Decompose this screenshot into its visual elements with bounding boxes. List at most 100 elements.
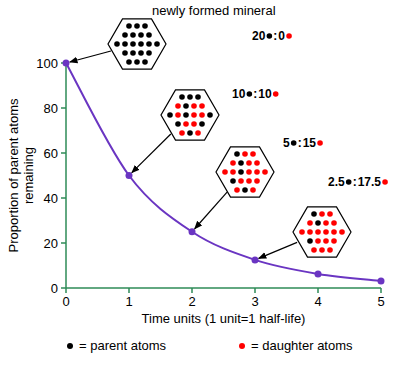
ratio-text: 2.5 [328,175,345,189]
parent-atom [138,41,144,47]
daughter-atom [254,178,260,184]
parent-atom [126,23,132,29]
x-tick-label: 2 [188,294,195,309]
x-tick [191,288,193,293]
x-axis [66,287,381,289]
daughter-atom [254,169,260,175]
daughter-atom [242,151,248,157]
daughter-atom [175,103,181,109]
parent-atom [134,59,140,65]
series-point [315,270,322,277]
legend-label: = daughter atoms [251,338,353,353]
parent-atom [242,187,248,193]
mineral-hexagon [108,19,166,69]
daughter-atom [323,229,329,235]
daughter-atom [199,112,205,118]
parent-atom [146,32,152,38]
daughter-atom [319,247,325,253]
y-tick [61,242,66,244]
y-tick-label: 20 [44,236,58,251]
parent-atom [307,238,313,244]
daughter-atom [183,121,189,127]
ratio-text: : [273,29,277,43]
parent-atom [311,211,317,217]
y-axis-label: remaining [21,147,36,204]
daughter-atom [234,187,240,193]
daughter-atom [327,211,333,217]
ratio-text: 5 [283,136,290,150]
annotation-arrow [132,134,171,173]
daughter-atom [175,112,181,118]
series-line [66,63,381,281]
ratio-daughter-dot [286,33,292,39]
parent-atom [167,112,173,118]
annotation-label: newly formed mineral [152,3,276,18]
y-tick [61,152,66,154]
parent-atom [122,41,128,47]
ratio-daughter-dot [317,140,323,146]
parent-atom [122,32,128,38]
daughter-atom [199,103,205,109]
hexagon-outline [293,207,351,257]
parent-atom [315,220,321,226]
parent-atom [126,59,132,65]
ratio-parent-dot [346,179,352,185]
legend-dot [239,343,245,349]
daughter-atom [222,169,228,175]
parent-atom [238,160,244,166]
ratio-text: 10 [258,87,272,101]
daughter-atom [307,229,313,235]
y-tick-label: 60 [44,146,58,161]
daughter-atom [246,178,252,184]
mineral-hexagon [293,207,351,257]
daughter-atom [331,229,337,235]
daughter-atom [179,130,185,136]
y-tick [61,197,66,199]
ratio-text: 10 [232,87,246,101]
parent-atom [230,178,236,184]
parent-atom [146,50,152,56]
ratio-daughter-dot [382,179,388,185]
ratio-daughter-dot [273,91,279,97]
daughter-atom [246,169,252,175]
y-tick-label: 100 [36,56,58,71]
daughter-atom [191,121,197,127]
y-tick [61,107,66,109]
ratio-parent-dot [247,91,253,97]
daughter-atom [230,160,236,166]
parent-atom [134,23,140,29]
daughter-atom [262,169,268,175]
x-axis-label: Time units (1 unit=1 half-life) [142,311,306,326]
parent-atom [187,130,193,136]
daughter-atom [191,112,197,118]
daughter-atom [299,229,305,235]
series-point [189,228,196,235]
daughter-atom [315,229,321,235]
x-tick-label: 3 [251,294,258,309]
hexagon-outline [161,90,219,140]
parent-atom [195,94,201,100]
hexagon-outline [108,19,166,69]
parent-atom [138,50,144,56]
daughter-atom [331,220,337,226]
daughter-atom [331,238,337,244]
parent-atom [183,112,189,118]
parent-atom [238,169,244,175]
legend-dot [67,343,73,349]
daughter-atom [315,238,321,244]
parent-atom [146,41,152,47]
daughter-atom [195,130,201,136]
ratio-text: 15 [303,136,317,150]
series-point [378,277,385,284]
ratio-text: : [353,175,357,189]
daughter-atom [327,247,333,253]
parent-atom [154,41,160,47]
ratio-parent-dot [267,33,273,39]
legend-label: = parent atoms [79,338,167,353]
parent-atom [122,50,128,56]
x-tick [380,288,382,293]
parent-atom [138,32,144,38]
daughter-atom [191,103,197,109]
daughter-atom [339,229,345,235]
parent-atom [234,151,240,157]
